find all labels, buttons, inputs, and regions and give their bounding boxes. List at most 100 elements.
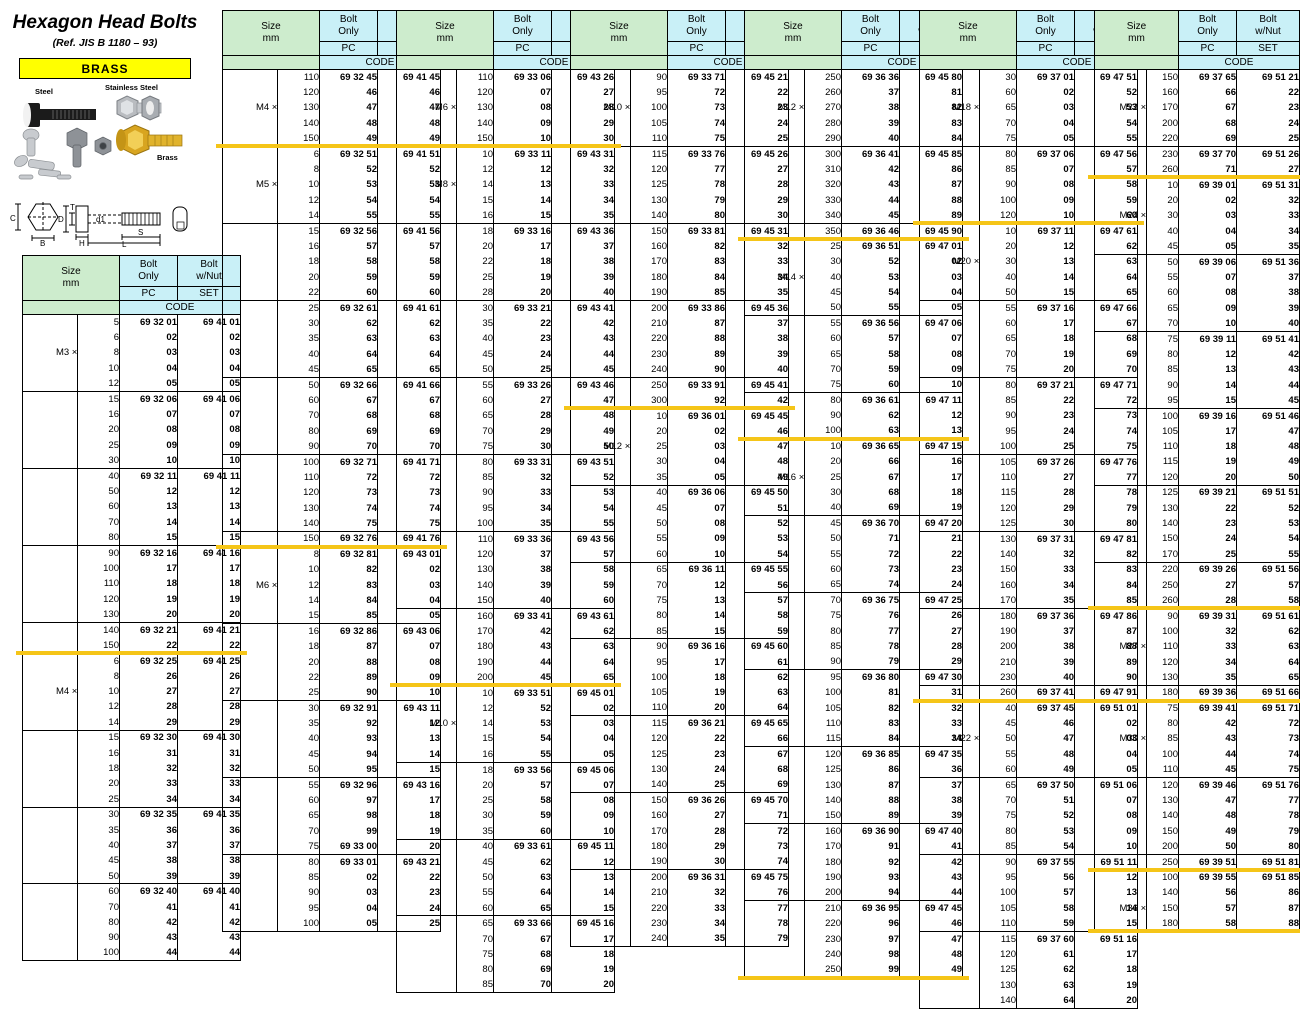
bolt-only-code-cell: 02 [667, 423, 726, 439]
bolt-only-code-cell: 53 [319, 177, 378, 193]
bolt-only-code-cell: 24 [1178, 531, 1237, 547]
table-row: 130 47 77 [1093, 792, 1300, 809]
bolt-only-code-cell: 05 [667, 469, 726, 486]
bolt-only-code-cell: 24 [493, 346, 552, 362]
header-size-spacer [22, 300, 120, 315]
table-row: 130 35 65 [1093, 669, 1300, 686]
bolt-with-nut-code-cell: 42 [1236, 346, 1300, 362]
table-row: 210 32 76 [569, 885, 789, 901]
thread-size-label [1093, 223, 1147, 239]
thread-size-label [569, 69, 631, 85]
length-size-cell: 16 [77, 406, 120, 423]
bolt-only-code-cell: 44 [119, 945, 178, 962]
length-size-cell: 85 [277, 869, 320, 886]
bolt-with-nut-code-cell: 69 51 16 [1074, 931, 1138, 947]
bolt-with-nut-code-cell: 77 [1236, 792, 1300, 809]
bolt-only-code-cell: 68 [1178, 115, 1237, 132]
length-size-cell: 100 [77, 560, 120, 577]
thread-size-label [569, 361, 631, 378]
length-size-cell: 35 [630, 469, 668, 486]
length-size-cell: 180 [979, 608, 1017, 624]
thread-size-label [569, 161, 631, 178]
table-row: 150 24 54 [1093, 531, 1300, 547]
length-size-cell: 90 [804, 408, 842, 424]
table-row: 100 17 17 [21, 560, 241, 577]
thread-size-label: M6 × [221, 577, 278, 593]
bolt-only-code-cell: 69 36 65 [841, 438, 900, 455]
bolt-only-code-cell: 13 [1178, 361, 1237, 378]
header-size: Size mm [919, 10, 1017, 56]
thread-size-label [569, 315, 631, 332]
bolt-only-code-cell: 04 [119, 360, 178, 377]
bolt-only-code-cell: 48 [1016, 746, 1075, 763]
bolt-only-code-cell: 52 [493, 700, 552, 716]
bolt-only-code-cell: 27 [667, 808, 726, 824]
bolt-only-code-cell: 92 [841, 854, 900, 870]
length-size-cell: 110 [1146, 438, 1179, 455]
bolt-with-nut-code-cell: 44 [177, 945, 241, 962]
thread-size-label [395, 854, 457, 870]
header-pc: PC [1178, 41, 1237, 56]
header-bolt-only: Bolt Only [319, 10, 378, 42]
bolt-only-code-cell: 69 39 41 [1178, 700, 1237, 716]
bolt-only-code-cell: 88 [841, 792, 900, 809]
table-row: 35 36 36 [21, 822, 241, 838]
table-row: 110 18 18 [21, 576, 241, 592]
thread-size-label [743, 854, 805, 870]
thread-size-label [569, 731, 631, 747]
thread-size-label [743, 623, 805, 639]
bolt-only-code-cell: 33 [1016, 562, 1075, 578]
table-row: 45 07 51 [569, 500, 789, 516]
thread-size-label [21, 791, 78, 808]
bolt-only-code-cell: 88 [667, 331, 726, 347]
bolt-only-code-cell: 69 36 31 [667, 869, 726, 886]
header-size-spacer [570, 55, 668, 70]
thread-size-label [918, 977, 980, 993]
bolt-only-code-cell: 08 [1016, 177, 1075, 193]
bolt-only-code-cell: 43 [841, 177, 900, 193]
bolt-only-code-cell: 72 [319, 469, 378, 486]
thread-size-label [395, 438, 457, 455]
svg-text:C: C [10, 214, 16, 223]
bolt-only-code-cell: 20 [493, 284, 552, 301]
thread-size-label [395, 408, 457, 424]
thread-size-label [743, 115, 805, 132]
table-row: 16 31 31 [21, 745, 241, 761]
table-row: 85 70 20 [395, 977, 615, 994]
length-size-cell: 22 [277, 669, 320, 686]
length-size-cell: 340 [804, 208, 842, 224]
length-size-cell: 290 [804, 131, 842, 147]
bolt-with-nut-code-cell: 69 51 85 [1236, 869, 1300, 886]
bolt-only-code-cell: 37 [841, 84, 900, 101]
bolt-only-code-cell: 17 [1178, 423, 1237, 439]
bolt-only-code-cell: 69 32 66 [319, 377, 378, 393]
length-size-cell: 140 [804, 792, 842, 809]
thread-size-label [221, 808, 278, 824]
length-size-cell: 95 [979, 869, 1017, 886]
bolt-only-code-cell: 69 36 61 [841, 392, 900, 409]
length-size-cell: 140 [979, 992, 1017, 1009]
length-size-cell: 75 [1146, 700, 1179, 716]
table-row: 240 90 40 [569, 361, 789, 378]
bolt-only-code-cell: 30 [1016, 515, 1075, 532]
bolt-only-code-cell: 19 [667, 685, 726, 701]
length-size-cell: 90 [456, 485, 494, 501]
table-row: 120 34 64 [1093, 654, 1300, 670]
section-highlight-marker [564, 406, 795, 411]
length-size-cell: 100 [77, 945, 120, 962]
bolt-only-code-cell: 81 [841, 685, 900, 701]
length-size-cell: 18 [277, 254, 320, 270]
thread-size-label [221, 69, 278, 85]
length-size-cell: 105 [979, 900, 1017, 916]
length-size-cell: 60 [804, 562, 842, 578]
table-row: 80 12 42 [1093, 346, 1300, 362]
bolt-with-nut-code-cell: 78 [1236, 808, 1300, 824]
table-row: 125 69 39 21 69 51 51 [1093, 485, 1300, 501]
bolt-only-code-cell: 32 [667, 885, 726, 901]
length-size-cell: 30 [77, 807, 120, 823]
table-row: 90 14 44 [1093, 377, 1300, 393]
thread-size-label [1093, 608, 1147, 624]
bolt-only-code-cell: 69 39 26 [1178, 562, 1237, 578]
bolt-only-code-cell: 28 [1016, 485, 1075, 501]
thread-size-label [395, 161, 457, 178]
